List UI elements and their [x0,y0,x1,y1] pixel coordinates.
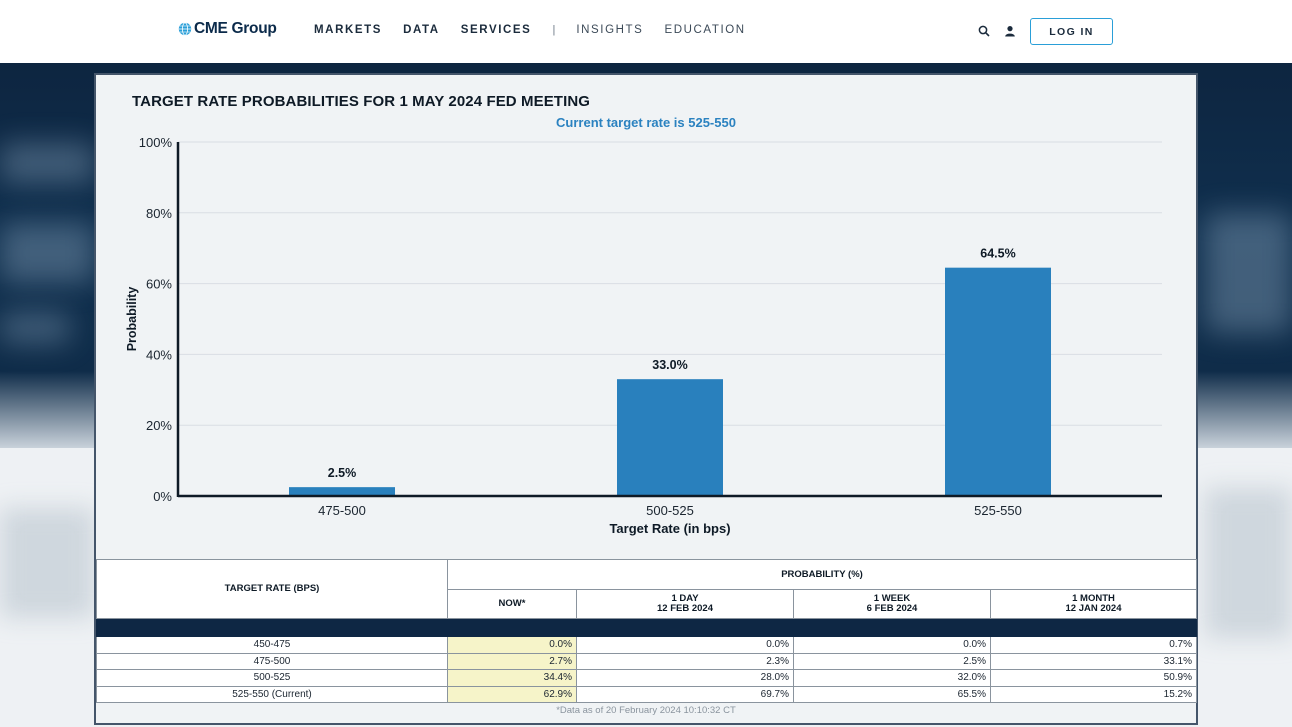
bar-value-label: 2.5% [328,466,357,480]
y-tick-label: 100% [139,135,173,150]
user-icon[interactable] [1004,25,1016,37]
nav-education[interactable]: EDUCATION [664,24,746,36]
bar [945,267,1051,496]
col-header-1month: 1 MONTH 12 JAN 2024 [989,589,1198,619]
y-axis-title: Probability [125,287,139,352]
col-header-1day: 1 DAY 12 FEB 2024 [576,589,794,619]
bar [617,379,723,496]
chart-subtitle: Current target rate is 525-550 [556,115,736,130]
probability-bar-chart: 0% 20% 40% 60% 80% 100% 2.5% 475-500 33.0% 500-52… [125,135,1162,536]
week-cell: 65.5% [793,685,991,703]
probability-header: PROBABILITY (%) [446,559,1198,590]
probability-table: TARGET RATE (BPS) PROBABILITY (%) NOW* 1… [96,559,1198,703]
month-cell: 50.9% [989,669,1198,687]
nav-data[interactable]: DATA [403,24,440,36]
nav-insights[interactable]: INSIGHTS [576,24,644,36]
rate-cell: 500-525 [96,669,448,687]
month-cell: 33.1% [989,652,1198,670]
bar [289,487,395,496]
now-cell: 62.9% [447,685,577,703]
day-cell: 28.0% [576,669,794,687]
week-cell: 2.5% [793,652,991,670]
x-axis-title: Target Rate (in bps) [609,521,730,536]
month-cell: 15.2% [989,685,1198,703]
x-tick-label: 500-525 [646,503,694,518]
y-tick-label: 40% [146,347,172,362]
rate-cell: 525-550 (Current) [96,685,448,703]
fedwatch-modal: 0% 20% 40% 60% 80% 100% 2.5% 475-500 33.0% 500-52… [94,73,1198,725]
week-cell: 0.0% [793,636,991,654]
table-row: 500-525 34.4% 28.0% 32.0% 50.9% [96,669,1198,687]
col-header-now: NOW* [447,589,577,619]
x-tick-label: 475-500 [318,503,366,518]
rate-cell: 450-475 [96,636,448,654]
main-nav: MARKETS DATA SERVICES | INSIGHTS EDUCATI… [314,24,767,36]
now-cell: 2.7% [447,652,577,670]
data-timestamp-footnote: *Data as of 20 February 2024 10:10:32 CT [556,705,736,716]
table-row: 525-550 (Current) 62.9% 69.7% 65.5% 15.2… [96,685,1198,703]
now-cell: 34.4% [447,669,577,687]
nav-services[interactable]: SERVICES [460,24,532,36]
rate-header: TARGET RATE (BPS) [96,559,448,619]
nav-markets[interactable]: MARKETS [314,24,383,36]
logo-text: CME Group [194,20,277,37]
day-cell: 2.3% [576,652,794,670]
globe-icon [178,22,192,36]
login-button[interactable]: LOG IN [1030,18,1113,45]
now-cell: 0.0% [447,636,577,654]
top-nav-bar: CME Group MARKETS DATA SERVICES | INSIGH… [0,0,1292,63]
day-cell: 69.7% [576,685,794,703]
cme-logo[interactable]: CME Group [178,20,277,38]
col-header-1week: 1 WEEK 6 FEB 2024 [793,589,991,619]
y-tick-label: 60% [146,277,172,292]
y-tick-label: 20% [146,418,172,433]
y-tick-label: 80% [146,206,172,221]
day-cell: 0.0% [576,636,794,654]
nav-separator: | [552,24,556,36]
chart-title: TARGET RATE PROBABILITIES FOR 1 MAY 2024… [132,93,591,110]
month-cell: 0.7% [989,636,1198,654]
table-row: 450-475 0.0% 0.0% 0.0% 0.7% [96,636,1198,654]
bar-value-label: 33.0% [652,358,687,372]
table-divider-row [96,618,1198,637]
chart-panel: 0% 20% 40% 60% 80% 100% 2.5% 475-500 33.0% 500-52… [96,75,1196,559]
table-row: 475-500 2.7% 2.3% 2.5% 33.1% [96,652,1198,670]
bar-value-label: 64.5% [980,247,1015,261]
search-icon[interactable] [978,25,990,37]
y-tick-label: 0% [153,489,172,504]
week-cell: 32.0% [793,669,991,687]
rate-cell: 475-500 [96,652,448,670]
x-tick-label: 525-550 [974,503,1022,518]
probability-table-wrapper: TARGET RATE (BPS) PROBABILITY (%) NOW* 1… [96,559,1198,703]
